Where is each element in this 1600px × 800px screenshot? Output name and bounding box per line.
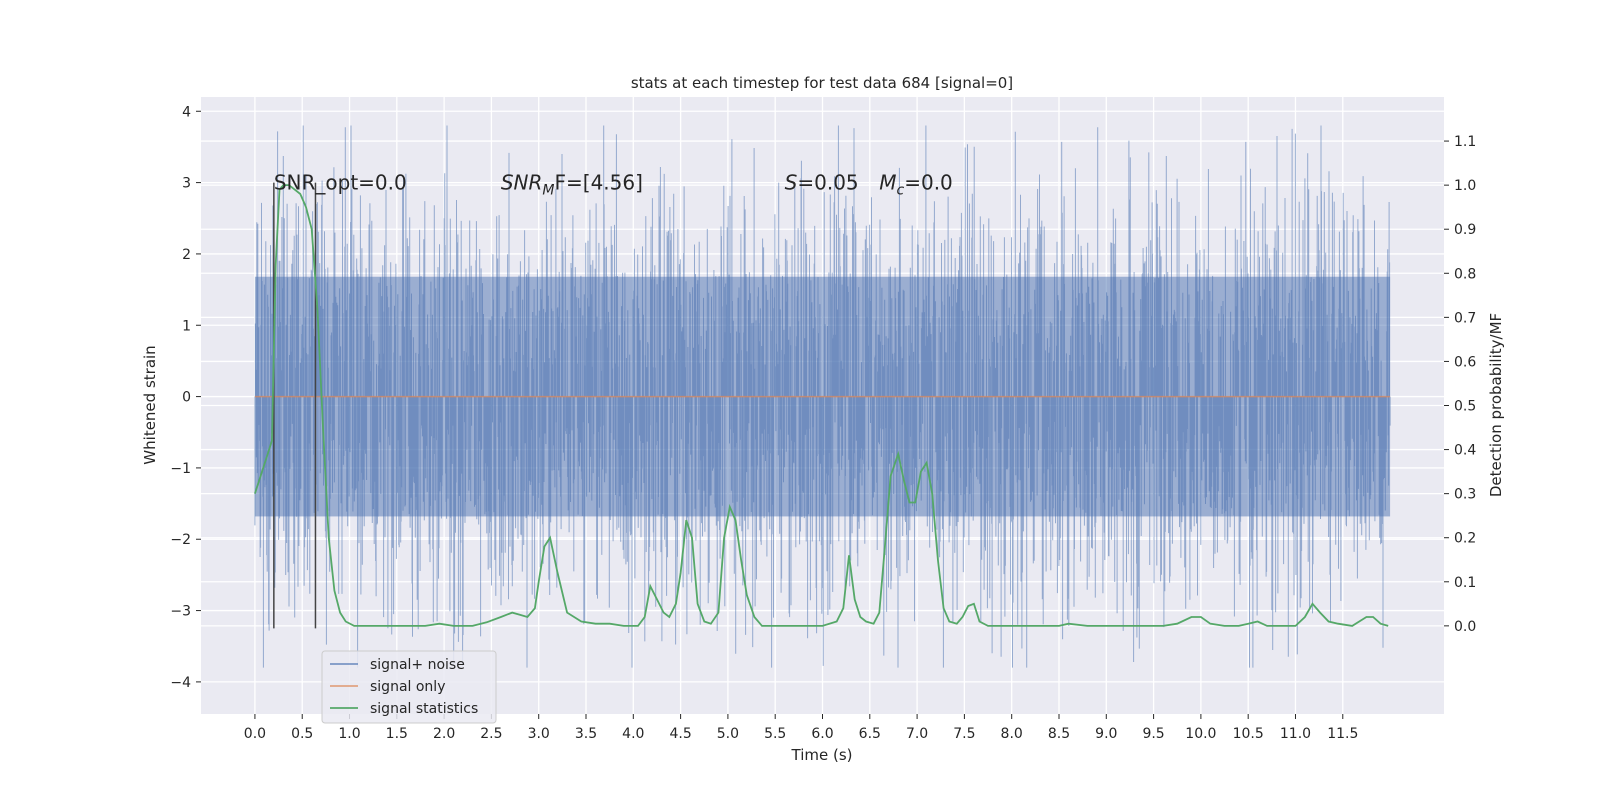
vertical-lines — [273, 182, 317, 629]
x-tick-label: 10.0 — [1185, 726, 1216, 742]
x-tick-label: 6.5 — [859, 726, 881, 742]
y-right-tick-label: 0.8 — [1454, 266, 1476, 282]
y-tick-label: 1 — [182, 318, 191, 334]
x-tick-label: 4.0 — [622, 726, 644, 742]
legend-label: signal+ noise — [370, 657, 465, 673]
legend: signal+ noise signal only signal statistic… — [321, 650, 497, 724]
y-tick-label: 4 — [182, 104, 191, 120]
annotation: SNR_opt=0.0 — [274, 171, 407, 195]
y-right-tick-label: 1.1 — [1454, 134, 1476, 150]
y-right-tick-label: 0.3 — [1454, 487, 1476, 503]
x-tick-label: 6.0 — [811, 726, 833, 742]
chart-title: stats at each timestep for test data 684… — [631, 74, 1013, 92]
x-axis-label: Time (s) — [791, 746, 853, 764]
x-tick-label: 8.0 — [1001, 726, 1023, 742]
y-right-tick-label: 0.6 — [1454, 354, 1476, 370]
y-tick-label: −2 — [170, 532, 191, 548]
y-axis-ticks: −4 −3 −2 −1 0 1 2 3 4 — [170, 104, 201, 691]
y-tick-label: −4 — [170, 675, 191, 691]
x-tick-label: 1.0 — [338, 726, 360, 742]
annotation: S=0.05 — [785, 171, 859, 195]
x-tick-label: 11.0 — [1280, 726, 1311, 742]
x-tick-label: 1.5 — [386, 726, 408, 742]
y-tick-label: 3 — [182, 176, 191, 192]
noise-spikes — [254, 125, 1391, 668]
x-tick-label: 2.0 — [433, 726, 455, 742]
x-tick-label: 7.0 — [906, 726, 928, 742]
x-tick-label: 11.5 — [1327, 726, 1358, 742]
annotation: SNRMF=[4.56] — [501, 171, 643, 199]
annotations: SNR_opt=0.0 SNRMF=[4.56] S=0.05 Mc=0.0 — [274, 171, 953, 199]
y-right-tick-label: 0.2 — [1454, 531, 1476, 547]
y-right-tick-label: 0.0 — [1454, 619, 1476, 635]
x-tick-label: 4.5 — [669, 726, 691, 742]
legend-label: signal statistics — [370, 701, 478, 717]
y-axis-label: Whitened strain — [141, 345, 159, 464]
x-tick-label: 9.5 — [1142, 726, 1164, 742]
x-tick-label: 0.5 — [291, 726, 313, 742]
x-tick-label: 3.0 — [528, 726, 550, 742]
legend-box — [321, 650, 497, 724]
legend-label: signal only — [370, 679, 445, 695]
y-right-axis-label: Detection probability/MF — [1487, 313, 1505, 497]
x-axis-ticks: 0.0 0.5 1.0 1.5 2.0 2.5 3.0 3.5 4.0 4.5 5.0 5.5 6.0 6… — [244, 714, 1358, 742]
y-right-axis-ticks: 0.0 0.1 0.2 0.3 0.4 0.5 0.6 0.7 0.8 0.9 1.0 1.1 — [1444, 134, 1476, 635]
series-signal-statistics — [254, 184, 1389, 627]
y-right-tick-label: 0.1 — [1454, 575, 1476, 591]
x-tick-label: 2.5 — [480, 726, 502, 742]
y-tick-label: −3 — [170, 604, 191, 620]
y-tick-label: 2 — [182, 247, 191, 263]
y-right-tick-label: 0.4 — [1454, 443, 1476, 459]
x-tick-label: 8.5 — [1048, 726, 1070, 742]
y-right-tick-label: 1.0 — [1454, 178, 1476, 194]
y-right-tick-label: 0.5 — [1454, 399, 1476, 415]
x-tick-label: 0.0 — [244, 726, 266, 742]
y-tick-label: −1 — [170, 461, 191, 477]
x-tick-label: 5.5 — [764, 726, 786, 742]
y-right-tick-label: 0.9 — [1454, 222, 1476, 238]
x-tick-label: 5.0 — [717, 726, 739, 742]
x-tick-label: 10.5 — [1233, 726, 1264, 742]
y-right-tick-label: 0.7 — [1454, 310, 1476, 326]
y-tick-label: 0 — [182, 390, 191, 406]
x-tick-label: 7.5 — [953, 726, 975, 742]
annotation: Mc=0.0 — [879, 171, 953, 199]
x-tick-label: 3.5 — [575, 726, 597, 742]
x-tick-label: 9.0 — [1095, 726, 1117, 742]
